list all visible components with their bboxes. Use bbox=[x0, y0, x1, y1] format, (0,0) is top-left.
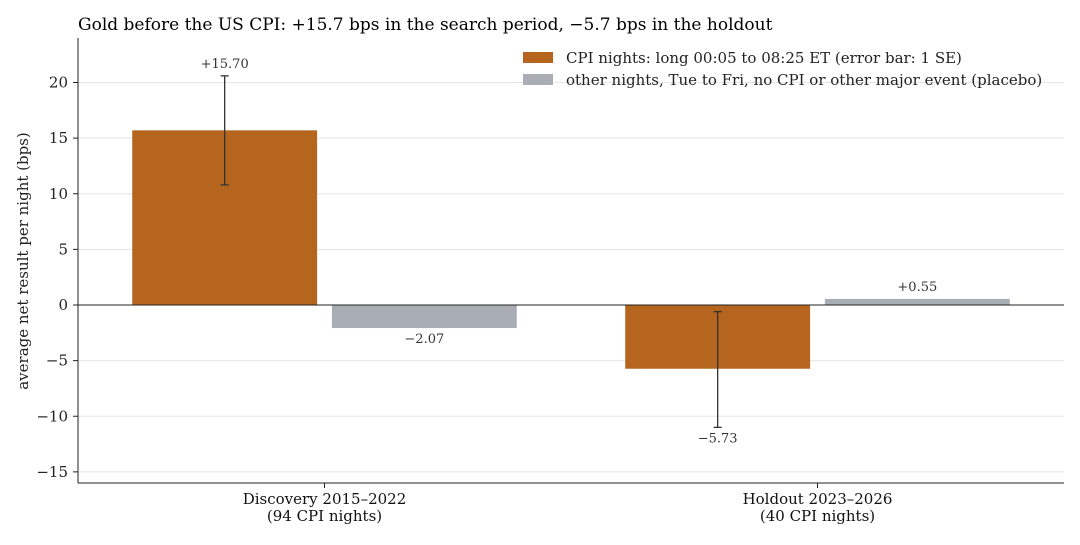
legend: CPI nights: long 00:05 to 08:25 ET (erro… bbox=[523, 49, 1042, 89]
data-label: +0.55 bbox=[897, 280, 937, 295]
axes: −15 −10 −5 0 5 10 15 20 Discovery 2015–2022(94 C… bbox=[36, 38, 1064, 525]
legend-swatch-cpi bbox=[523, 52, 553, 63]
y-tick-label: 15 bbox=[49, 129, 68, 147]
y-tick-label: −5 bbox=[46, 352, 68, 370]
y-axis-label: average net result per night (bps) bbox=[14, 132, 32, 390]
labels: +15.70 −2.07 −5.73 +0.55 bbox=[201, 57, 938, 447]
y-tick-label: −10 bbox=[36, 407, 68, 425]
data-label: −2.07 bbox=[404, 332, 444, 347]
legend-label-placebo: other nights, Tue to Fri, no CPI or othe… bbox=[566, 71, 1042, 89]
y-tick-label: 0 bbox=[58, 296, 68, 314]
y-tick-label: 5 bbox=[58, 240, 68, 258]
bars bbox=[132, 75, 1010, 429]
y-tick-label: 20 bbox=[49, 74, 68, 92]
x-tick-label-sub: (94 CPI nights) bbox=[267, 507, 382, 525]
x-tick-label-sub: (40 CPI nights) bbox=[760, 507, 875, 525]
y-tick-label: −15 bbox=[36, 463, 68, 481]
data-label: −5.73 bbox=[698, 431, 738, 446]
legend-swatch-placebo bbox=[523, 74, 553, 85]
bar bbox=[824, 298, 1010, 305]
data-label: +15.70 bbox=[201, 57, 249, 72]
chart-title: Gold before the US CPI: +15.7 bps in the… bbox=[78, 15, 773, 35]
legend-label-cpi: CPI nights: long 00:05 to 08:25 ET (erro… bbox=[566, 49, 962, 67]
bar bbox=[331, 305, 517, 329]
x-tick-label: Discovery 2015–2022 bbox=[243, 490, 407, 508]
y-tick-label: 10 bbox=[49, 185, 68, 203]
x-tick-label: Holdout 2023–2026 bbox=[743, 490, 893, 508]
